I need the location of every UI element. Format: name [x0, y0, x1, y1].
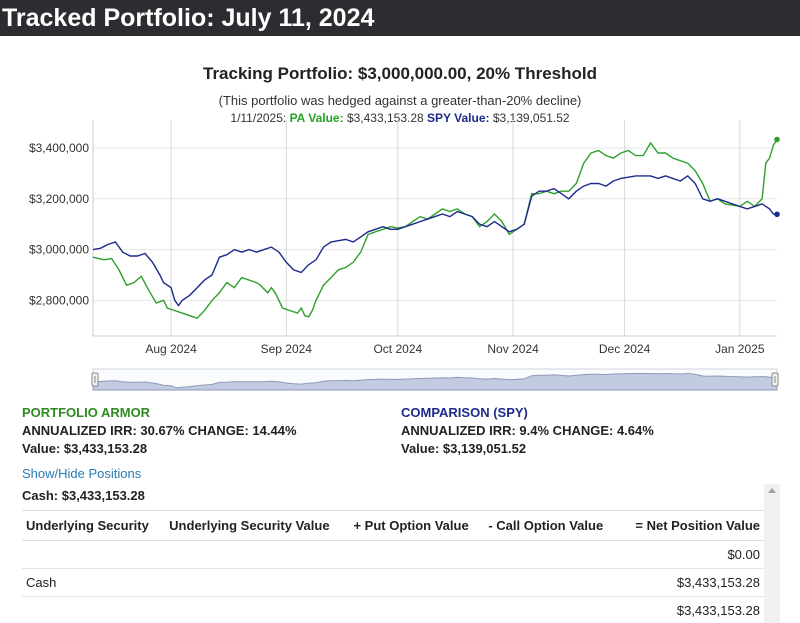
table-cell — [484, 540, 619, 569]
column-header: Underlying Security Value — [165, 510, 350, 541]
table-cell — [165, 596, 350, 623]
comparison-irr: ANNUALIZED IRR: 9.4% CHANGE: 4.64% — [401, 423, 654, 438]
table-cell — [22, 596, 166, 623]
table-row: Cash $3,433,153.28 — [22, 568, 764, 597]
navigator-area — [92, 372, 778, 391]
page-title: Tracked Portfolio: July 11, 2024 — [2, 4, 375, 32]
spy-value-marker — [774, 211, 780, 218]
table-cell — [484, 568, 619, 597]
cash-summary: Cash: $3,433,153.28 — [22, 488, 145, 503]
column-header: = Net Position Value — [618, 510, 764, 541]
chart-title: Tracking Portfolio: $3,000,000.00, 20% T… — [203, 64, 597, 83]
x-tick-label: Aug 2024 — [145, 342, 197, 356]
pa-value-line — [92, 139, 778, 320]
x-tick-label: Oct 2024 — [373, 342, 422, 356]
tooltip-pa-label: PA Value: — [289, 111, 344, 125]
pa-value-marker — [774, 136, 780, 143]
table-cell — [484, 596, 619, 623]
portfolio-armor-title: PORTFOLIO ARMOR — [22, 405, 151, 420]
chart-navigator[interactable] — [91, 368, 779, 391]
table-cell — [22, 540, 166, 569]
portfolio-armor-irr: ANNUALIZED IRR: 30.67% CHANGE: 14.44% — [22, 423, 297, 438]
comparison-title: COMPARISON (SPY) — [401, 405, 528, 420]
tooltip-spy-label: SPY Value: — [427, 111, 490, 125]
table-cell: Cash — [22, 568, 166, 597]
portfolio-armor-stats: PORTFOLIO ARMOR ANNUALIZED IRR: 30.67% C… — [22, 405, 297, 459]
column-header: Underlying Security — [22, 510, 166, 541]
chart-container: Tracking Portfolio: $3,000,000.00, 20% T… — [0, 56, 800, 396]
x-tick-label: Nov 2024 — [487, 342, 539, 356]
table-cell: $0.00 — [618, 540, 764, 569]
table-cell — [349, 540, 485, 569]
table-cell — [165, 568, 350, 597]
y-tick-label: $3,400,000 — [29, 141, 89, 155]
positions-scrollbar[interactable] — [764, 484, 780, 623]
y-tick-label: $3,000,000 — [29, 243, 89, 257]
table-cell — [349, 568, 485, 597]
x-tick-label: Jan 2025 — [715, 342, 765, 356]
tooltip-date: 1/11/2025: — [230, 111, 287, 125]
table-cell — [165, 540, 350, 569]
scroll-up-arrow-icon[interactable] — [768, 488, 776, 493]
positions-table: Underlying Security Underlying Security … — [22, 510, 764, 623]
tooltip-spy-value: $3,139,051.52 — [492, 111, 570, 125]
line-chart[interactable]: $2,800,000 $3,000,000 $3,200,000 $3,400,000… — [0, 56, 800, 396]
comparison-stats: COMPARISON (SPY) ANNUALIZED IRR: 9.4% CH… — [401, 405, 654, 459]
tooltip-pa-value: $3,433,153.28 — [346, 111, 424, 125]
portfolio-armor-value: Value: $3,433,153.28 — [22, 441, 148, 456]
column-header: - Call Option Value — [484, 510, 619, 541]
table-cell: $3,433,153.28 — [618, 568, 764, 597]
y-tick-label: $3,200,000 — [29, 192, 89, 206]
table-cell: $3,433,153.28 — [618, 596, 764, 623]
chart-subtitle: (This portfolio was hedged against a gre… — [218, 93, 582, 108]
chart-tooltip: 1/11/2025: PA Value: $3,433,153.28 SPY V… — [0, 111, 800, 125]
chart-grid: $2,800,000 $3,000,000 $3,200,000 $3,400,000… — [29, 120, 777, 356]
y-tick-label: $2,800,000 — [29, 293, 89, 307]
page-header: Tracked Portfolio: July 11, 2024 — [0, 0, 800, 36]
x-tick-label: Dec 2024 — [599, 342, 651, 356]
comparison-value: Value: $3,139,051.52 — [401, 441, 527, 456]
positions-header-row: Underlying Security Underlying Security … — [22, 510, 764, 541]
table-row: $3,433,153.28 — [22, 596, 764, 623]
show-hide-positions-link[interactable]: Show/Hide Positions — [22, 466, 142, 481]
table-row: $0.00 — [22, 540, 764, 569]
table-cell — [349, 596, 485, 623]
x-tick-label: Sep 2024 — [261, 342, 313, 356]
chart-series — [92, 136, 780, 320]
spy-value-line — [92, 174, 778, 307]
column-header: + Put Option Value — [349, 510, 485, 541]
